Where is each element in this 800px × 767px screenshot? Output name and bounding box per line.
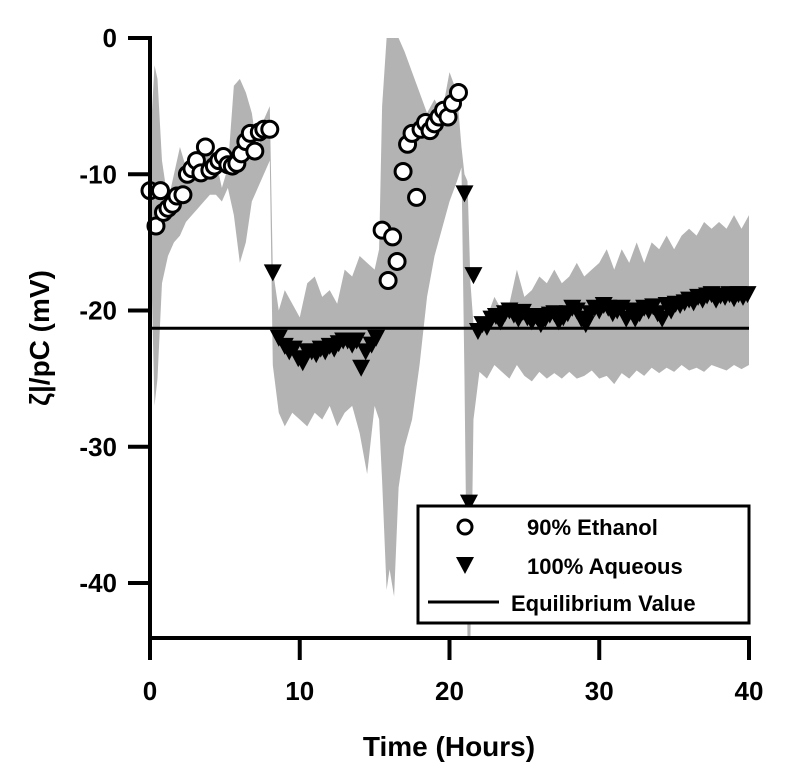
aqueous-point xyxy=(263,264,282,282)
x-tick-label: 40 xyxy=(735,676,764,706)
ethanol-point xyxy=(245,141,265,161)
legend-ethanol-label: 90% Ethanol xyxy=(527,515,658,540)
y-axis-title: ζ|/pC (mV) xyxy=(24,270,55,406)
ethanol-point xyxy=(260,119,280,139)
y-tick-label: -20 xyxy=(79,296,117,326)
y-tick-label: 0 xyxy=(103,23,117,53)
aqueous-point xyxy=(653,310,672,328)
ethanol-point xyxy=(407,187,427,207)
ethanol-point xyxy=(448,83,468,102)
ethanol-point xyxy=(150,181,170,201)
x-tick-label: 10 xyxy=(285,676,314,706)
aqueous-point xyxy=(347,332,366,350)
aqueous-point xyxy=(459,494,478,512)
legend-aqueous-label: 100% Aqueous xyxy=(527,554,683,579)
x-axis-title: Time (Hours) xyxy=(363,731,535,762)
y-tick-label: -40 xyxy=(79,568,117,598)
ethanol-point xyxy=(378,271,398,291)
ethanol-point xyxy=(387,251,407,271)
legend-ethanol-marker xyxy=(456,518,474,536)
uncertainty-band xyxy=(150,38,749,638)
legend-equilibrium-label: Equilibrium Value xyxy=(511,591,696,616)
ticks: 0 10 20 30 40 0 -10 -20 -30 -40 xyxy=(79,23,763,706)
legend: 90% Ethanol 100% Aqueous Equilibrium Val… xyxy=(416,504,751,625)
ethanol-point xyxy=(393,162,413,182)
x-tick-label: 30 xyxy=(585,676,614,706)
aqueous-point xyxy=(367,329,386,347)
y-tick-label: -30 xyxy=(79,432,117,462)
ethanol-point xyxy=(195,137,215,157)
markers-layer xyxy=(140,83,757,512)
aqueous-point xyxy=(464,267,483,285)
y-tick-label: -10 xyxy=(79,159,117,189)
ethanol-point xyxy=(173,185,193,205)
aqueous-point xyxy=(352,359,371,377)
x-tick-label: 20 xyxy=(435,676,464,706)
x-tick-label: 0 xyxy=(143,676,157,706)
ethanol-point xyxy=(383,227,403,247)
uncertainty-band-layer xyxy=(150,38,749,638)
aqueous-point xyxy=(284,340,303,358)
aqueous-point xyxy=(455,185,474,203)
aqueous-point xyxy=(738,286,757,304)
legend-aqueous-marker xyxy=(456,557,474,574)
